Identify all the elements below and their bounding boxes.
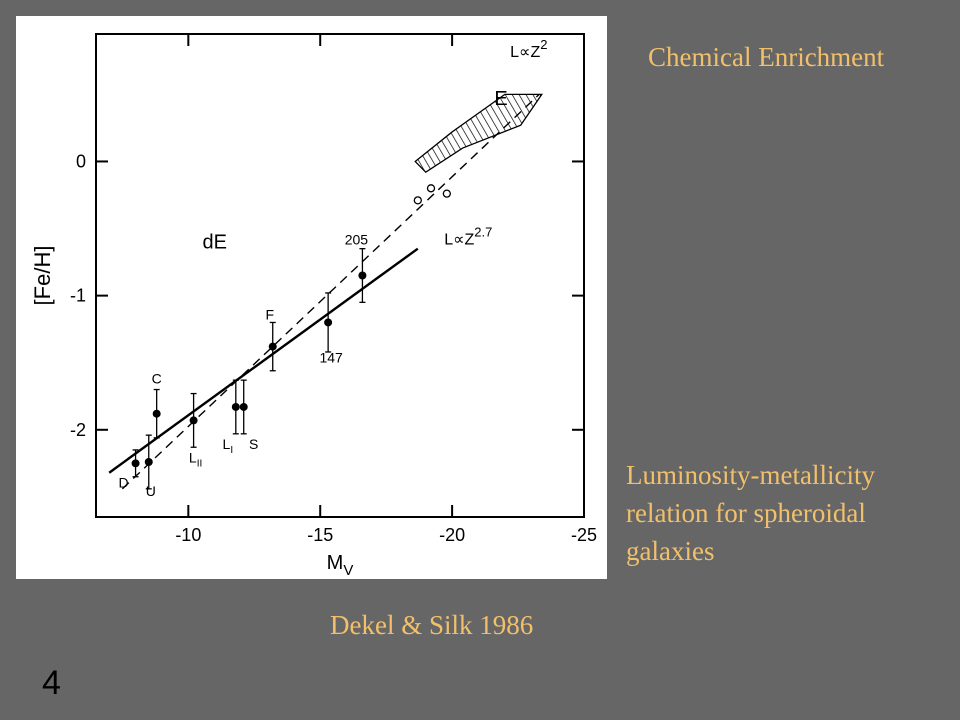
y-tick-label: -2 xyxy=(70,420,86,440)
point-label: F xyxy=(265,307,274,323)
slide-number: 4 xyxy=(42,664,61,702)
point-label: 147 xyxy=(319,349,343,365)
x-tick-label: -25 xyxy=(571,525,597,545)
fit-line-solid xyxy=(108,247,419,474)
figure-caption: Luminosity-metallicity relation for sphe… xyxy=(626,460,875,566)
data-point xyxy=(231,402,240,411)
data-point xyxy=(189,416,198,425)
point-label: S xyxy=(249,436,258,452)
data-point xyxy=(131,459,140,468)
annotation-de: dE xyxy=(202,232,226,254)
fit-label-dashed: L∝Z2 xyxy=(510,37,547,61)
fit-label-solid: L∝Z2.7 xyxy=(444,225,492,249)
fit-label-exponent: 2 xyxy=(540,37,547,52)
open-point xyxy=(442,189,451,198)
fit-label-exponent: 2.7 xyxy=(474,225,492,240)
fit-line-dashed xyxy=(121,93,540,490)
region-e-shape xyxy=(414,93,544,174)
data-point xyxy=(144,457,153,466)
citation: Dekel & Silk 1986 xyxy=(330,610,534,640)
x-tick-label: -15 xyxy=(307,525,333,545)
slide-title: Chemical Enrichment xyxy=(648,42,885,72)
y-tick-label: -1 xyxy=(70,286,86,306)
point-label-subscript: II xyxy=(197,458,203,469)
point-label: D xyxy=(119,474,129,490)
region-e-label: E xyxy=(494,88,507,110)
chart-figure: -10 -15 -20 -25 0 -1 -2 MV [Fe/H] E L∝Z2 L∝Z2.7 D… xyxy=(16,16,607,579)
data-point xyxy=(152,409,161,418)
open-point xyxy=(426,184,436,193)
data-point xyxy=(268,342,277,351)
data-point xyxy=(239,402,248,411)
point-label: LI xyxy=(223,436,234,456)
data-point xyxy=(358,271,367,280)
plot-frame xyxy=(95,33,585,518)
x-axis-label-subscript: V xyxy=(343,562,353,579)
y-axis-label: [Fe/H] xyxy=(30,246,55,306)
point-label: 205 xyxy=(345,232,369,248)
data-point xyxy=(324,318,333,327)
point-label: LII xyxy=(189,449,202,469)
x-tick-label: -20 xyxy=(439,525,465,545)
y-tick-label: 0 xyxy=(76,151,86,171)
point-label: U xyxy=(146,483,156,499)
point-label: C xyxy=(152,371,162,387)
open-point xyxy=(413,196,422,205)
x-tick-label: -10 xyxy=(175,525,201,545)
x-axis-label: MV xyxy=(327,552,354,579)
point-label-subscript: I xyxy=(230,445,233,456)
chart-svg: -10 -15 -20 -25 0 -1 -2 MV [Fe/H] E L∝Z2 L∝Z2.7 D… xyxy=(30,33,597,579)
